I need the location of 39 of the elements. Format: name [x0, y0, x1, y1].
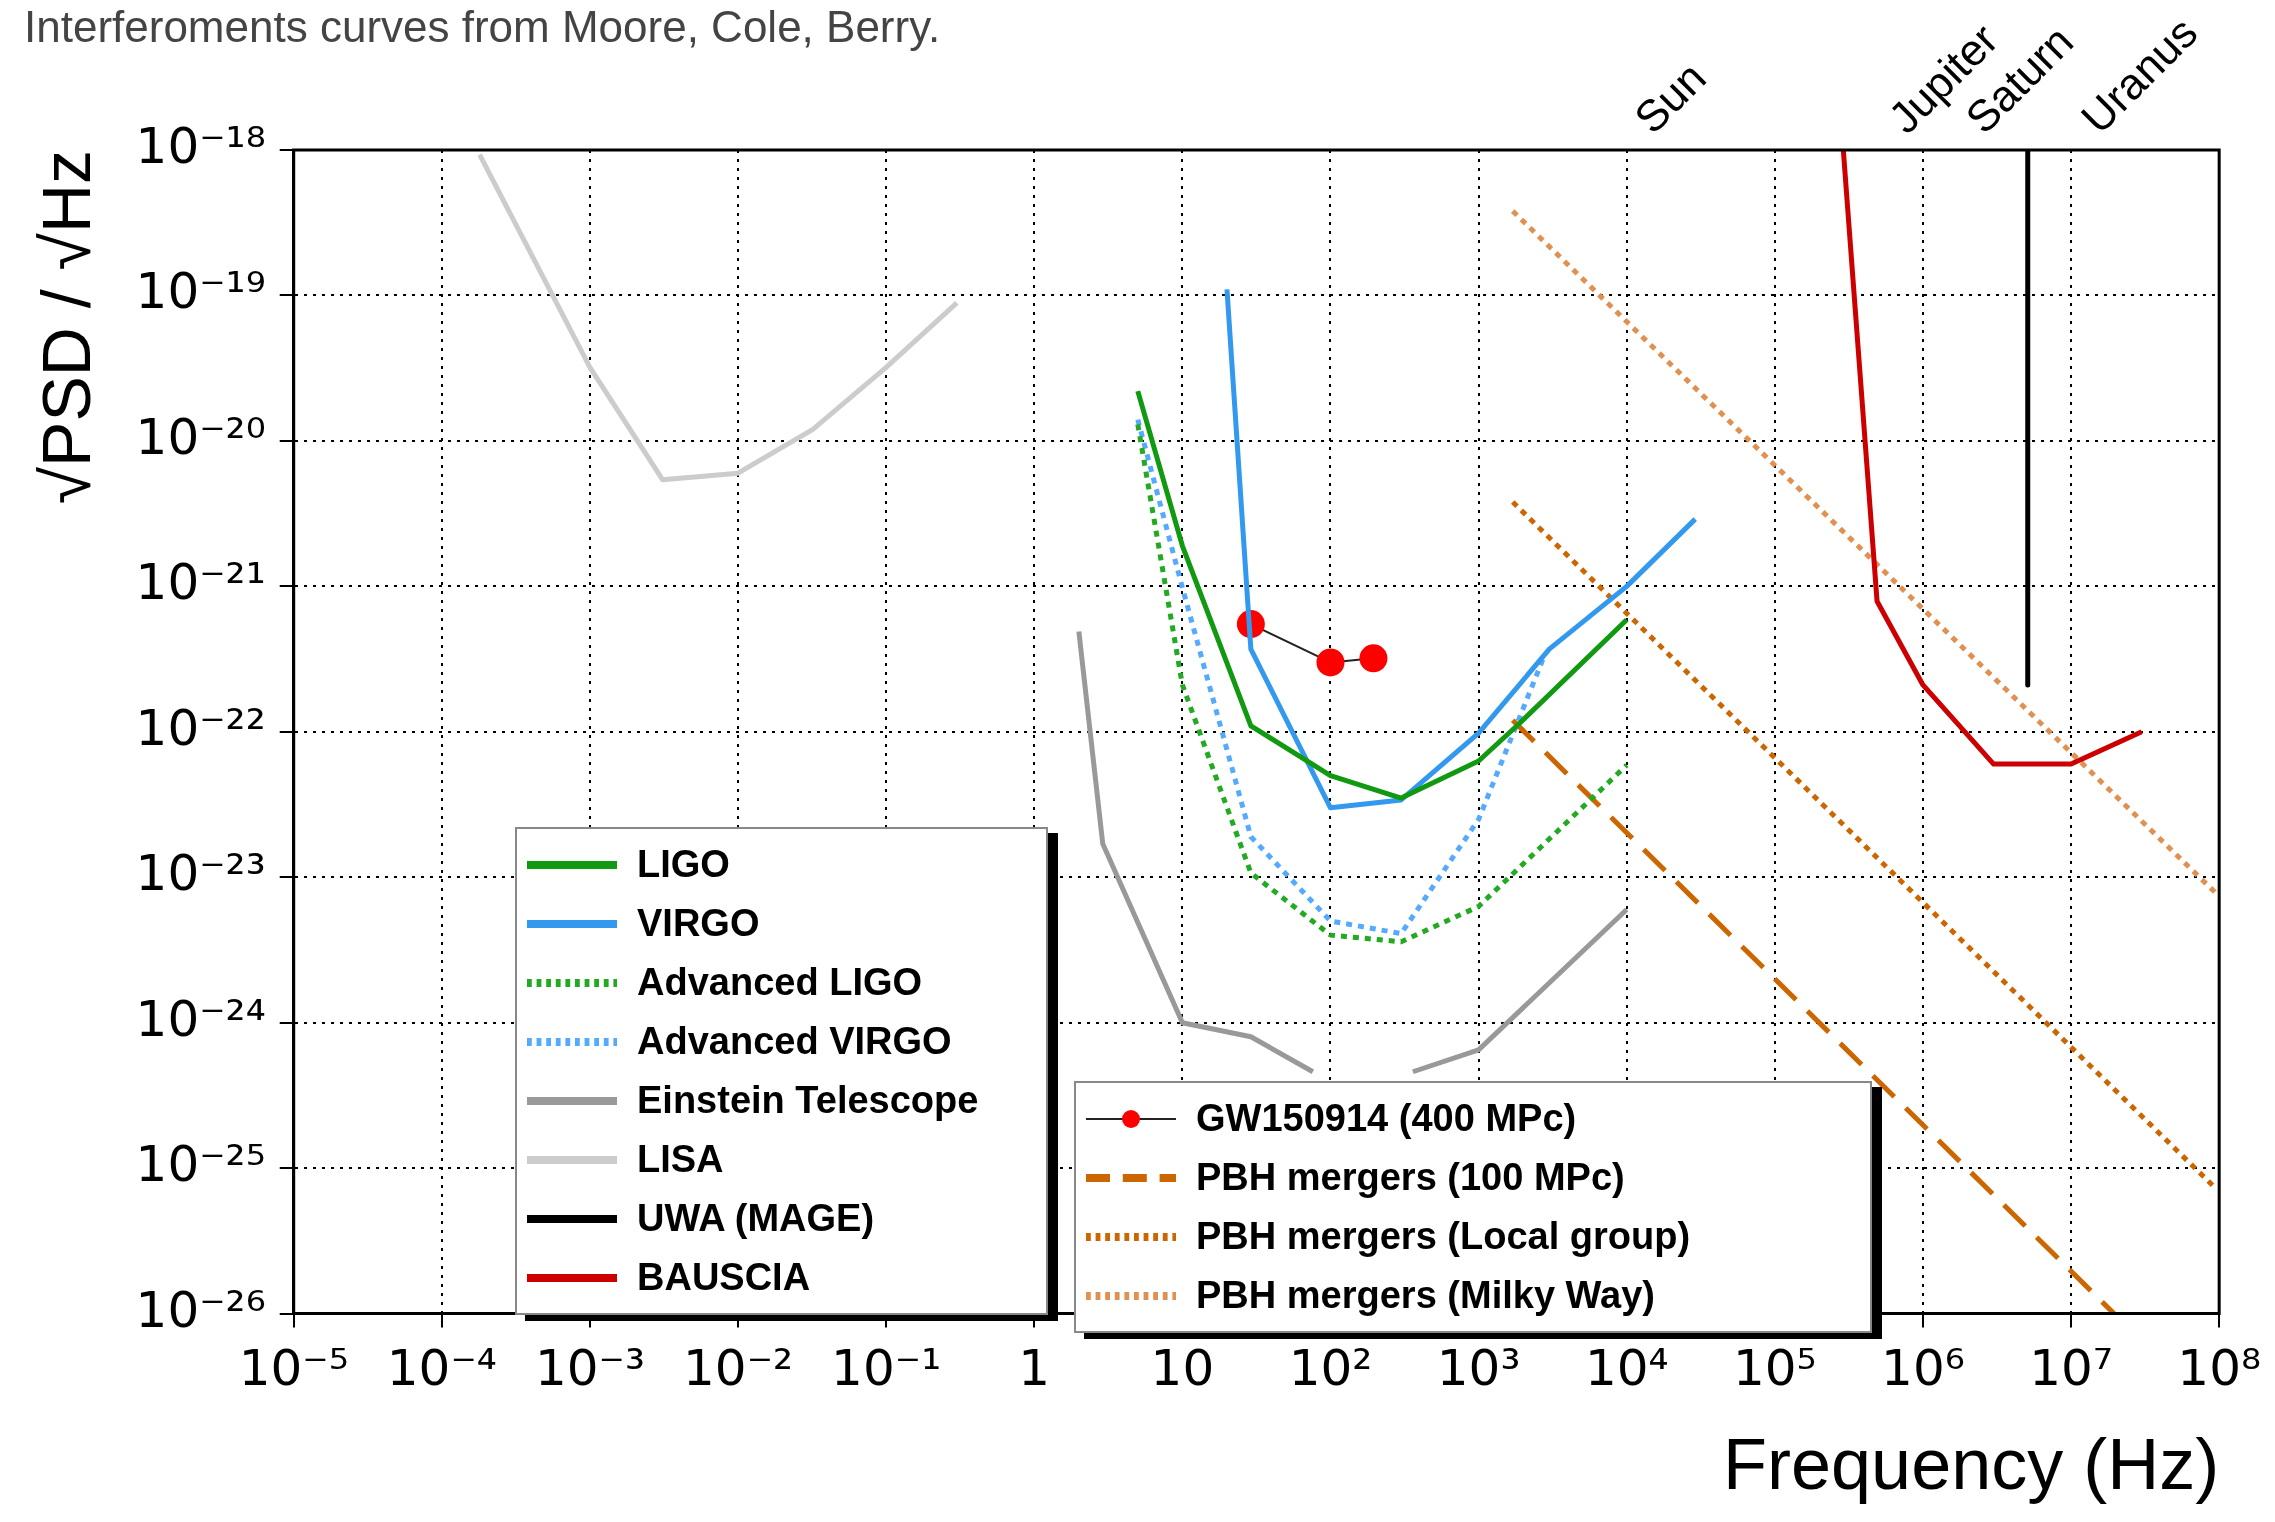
x-tick-label: 10⁻⁴ — [386, 1338, 497, 1397]
x-tick-label: 10⁷ — [2029, 1338, 2113, 1397]
y-tick-label: 10⁻²³ — [135, 844, 266, 903]
y-tick-label: 10⁻²⁴ — [135, 989, 266, 1048]
text: Sun — [1624, 52, 1715, 143]
legend-label: BAUSCIA — [637, 1256, 811, 1299]
y-tick-label: 10⁻²⁶ — [135, 1280, 266, 1339]
x-axis-title: Frequency (Hz) — [1723, 1423, 2220, 1504]
legend-label: GW150914 (400 MPc) — [1196, 1097, 1577, 1140]
y-tick-label: 10⁻²² — [135, 698, 266, 757]
legend-label: Advanced VIRGO — [637, 1020, 952, 1063]
x-tick-label: 10⁻⁵ — [238, 1338, 349, 1397]
legend-label: LISA — [637, 1138, 724, 1181]
y-tick-label: 10⁻¹⁸ — [135, 116, 266, 175]
y-tick-label: 10⁻²⁵ — [135, 1135, 266, 1194]
legend-label: Advanced LIGO — [637, 961, 923, 1004]
x-tick-label: 10⁻² — [683, 1338, 794, 1397]
y-axis-title: √PSD / √Hz — [27, 150, 104, 505]
y-tick-label: 10⁻²¹ — [135, 553, 266, 612]
y-tick-label: 10⁻¹⁹ — [135, 262, 266, 321]
x-tick-label: 10⁶ — [1881, 1338, 1965, 1397]
y-tick-label: 10⁻²⁰ — [135, 407, 266, 466]
x-tick-label: 10² — [1288, 1338, 1373, 1397]
legend-label: LIGO — [637, 843, 730, 886]
x-tick-label: 10⁸ — [2177, 1338, 2261, 1397]
x-tick-label: 10⁴ — [1584, 1338, 1669, 1397]
x-tick-label: 10⁻³ — [534, 1338, 645, 1397]
x-tick-label: 10⁵ — [1732, 1338, 1817, 1397]
text: Interferoments curves from Moore, Cole, Berry. — [24, 2, 941, 52]
x-tick-label: 10 — [1150, 1338, 1215, 1397]
x-tick-label: 10³ — [1436, 1338, 1521, 1397]
x-tick-label: 1 — [1018, 1338, 1051, 1397]
x-tick-label: 10⁻¹ — [831, 1338, 942, 1397]
legend-label: PBH mergers (Local group) — [1196, 1215, 1691, 1258]
legend-label: UWA (MAGE) — [637, 1197, 875, 1240]
legend-label: PBH mergers (100 MPc) — [1196, 1156, 1625, 1199]
legend-label: Einstein Telescope — [637, 1079, 979, 1122]
legend-label: PBH mergers (Milky Way) — [1196, 1274, 1655, 1317]
legend-label: VIRGO — [637, 902, 760, 945]
